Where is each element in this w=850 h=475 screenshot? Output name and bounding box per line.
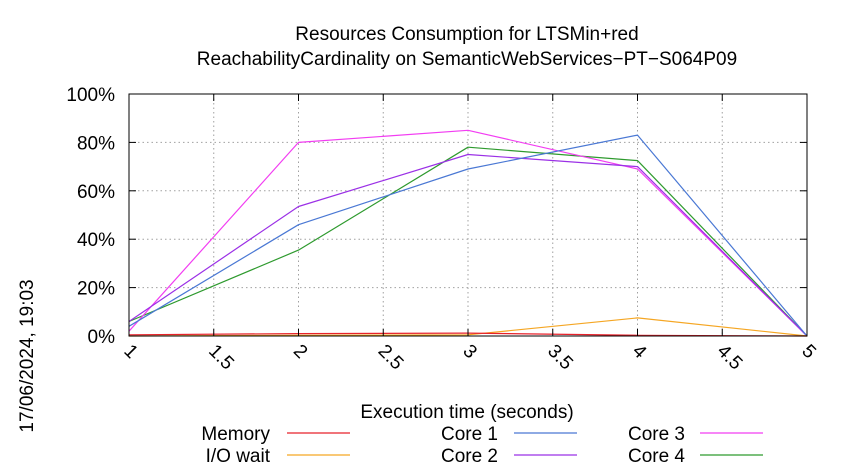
legend-label: Core 2 [441,446,498,467]
legend-label: Core 4 [628,446,685,467]
series-line-core-3 [128,129,808,337]
legend-item: Core 1 [441,424,577,445]
x-tick-label: 3.5 [543,341,577,375]
legend-item: Core 4 [628,446,763,467]
series-lines [128,129,808,337]
x-tick-label: 3 [458,341,480,363]
y-tick-label: 0% [88,327,116,348]
legend-item: Core 2 [441,446,577,467]
x-tick-label: 5 [797,341,819,363]
y-tick-label: 40% [77,230,115,251]
legend-item: Core 3 [628,424,763,445]
legend-label: Memory [201,424,270,445]
legend-item: Memory [201,424,350,445]
legend-label: Core 1 [441,424,498,445]
x-tick-label: 2 [289,341,311,363]
y-tick-label: 100% [66,85,115,106]
x-tick-label: 1.5 [204,341,238,375]
y-tick-label: 80% [77,133,115,154]
x-axis-ticks: 1 1.5 2 2.5 3 3.5 4 4.5 5 [119,94,820,375]
legend-item: I/O wait [206,446,350,467]
legend-label: I/O wait [206,446,271,467]
series-line-core-2 [128,153,808,337]
chart-title: Resources Consumption for LTSMin+red [295,24,638,45]
x-tick-label: 2.5 [374,341,408,375]
grid [129,94,807,336]
y-tick-label: 20% [77,279,115,300]
chart-subtitle: ReachabilityCardinality on SemanticWebSe… [197,49,737,70]
series-line-core-4 [128,146,808,337]
x-tick-label: 4.5 [713,341,747,375]
timestamp-label: 17/06/2024, 19:03 [17,279,38,432]
y-axis-ticks: 0% 20% 40% 60% 80% 100% [66,85,807,348]
legend-label: Core 3 [628,424,685,445]
x-axis-label: Execution time (seconds) [360,402,573,423]
series-line-core-1 [128,134,808,337]
x-tick-label: 4 [628,341,651,364]
x-tick-label: 1 [119,341,141,363]
y-tick-label: 60% [77,182,115,203]
